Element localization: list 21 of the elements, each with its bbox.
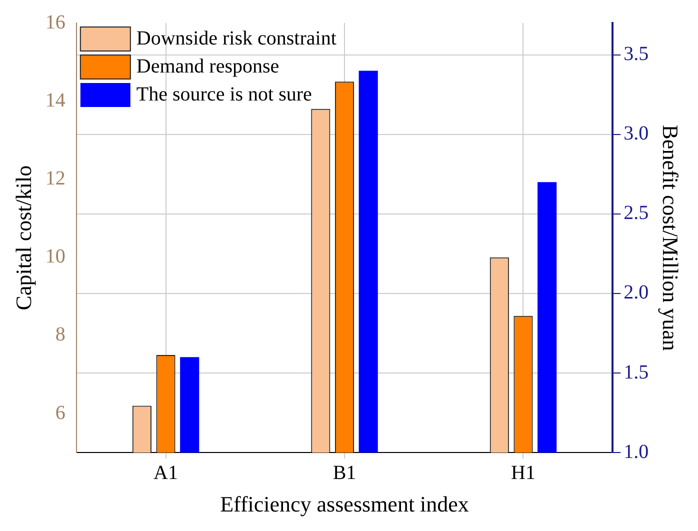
y2-tick-label: 3.0	[624, 122, 649, 145]
y-tick-label: 14	[45, 89, 66, 112]
x-tick-label: B1	[332, 462, 356, 484]
y-tick-label: 12	[45, 167, 66, 190]
x-axis-title: Efficiency assessment index	[220, 492, 469, 517]
y2-axis-title: Benefit cost/Million yuan	[658, 124, 684, 351]
y-tick-label: 16	[45, 11, 66, 34]
y-tick-label: 8	[55, 324, 66, 346]
y-tick-label: 10	[45, 246, 66, 268]
y2-tick-label: 1.0	[624, 440, 649, 463]
legend-label: Downside risk constraint	[136, 27, 337, 50]
y2-tick-label: 2.5	[624, 202, 649, 224]
y2-tick-label: 1.5	[624, 361, 649, 384]
legend-label: Demand response	[136, 55, 280, 78]
legend-label: The source is not sure	[136, 83, 312, 106]
x-tick-label: A1	[154, 462, 178, 484]
y-axis-title: Capital cost/kilo	[10, 165, 36, 310]
y2-tick-label: 2.0	[624, 282, 649, 304]
x-tick-label: H1	[511, 462, 536, 484]
y2-tick-label: 3.5	[624, 43, 649, 66]
y-tick-label: 6	[55, 402, 66, 424]
